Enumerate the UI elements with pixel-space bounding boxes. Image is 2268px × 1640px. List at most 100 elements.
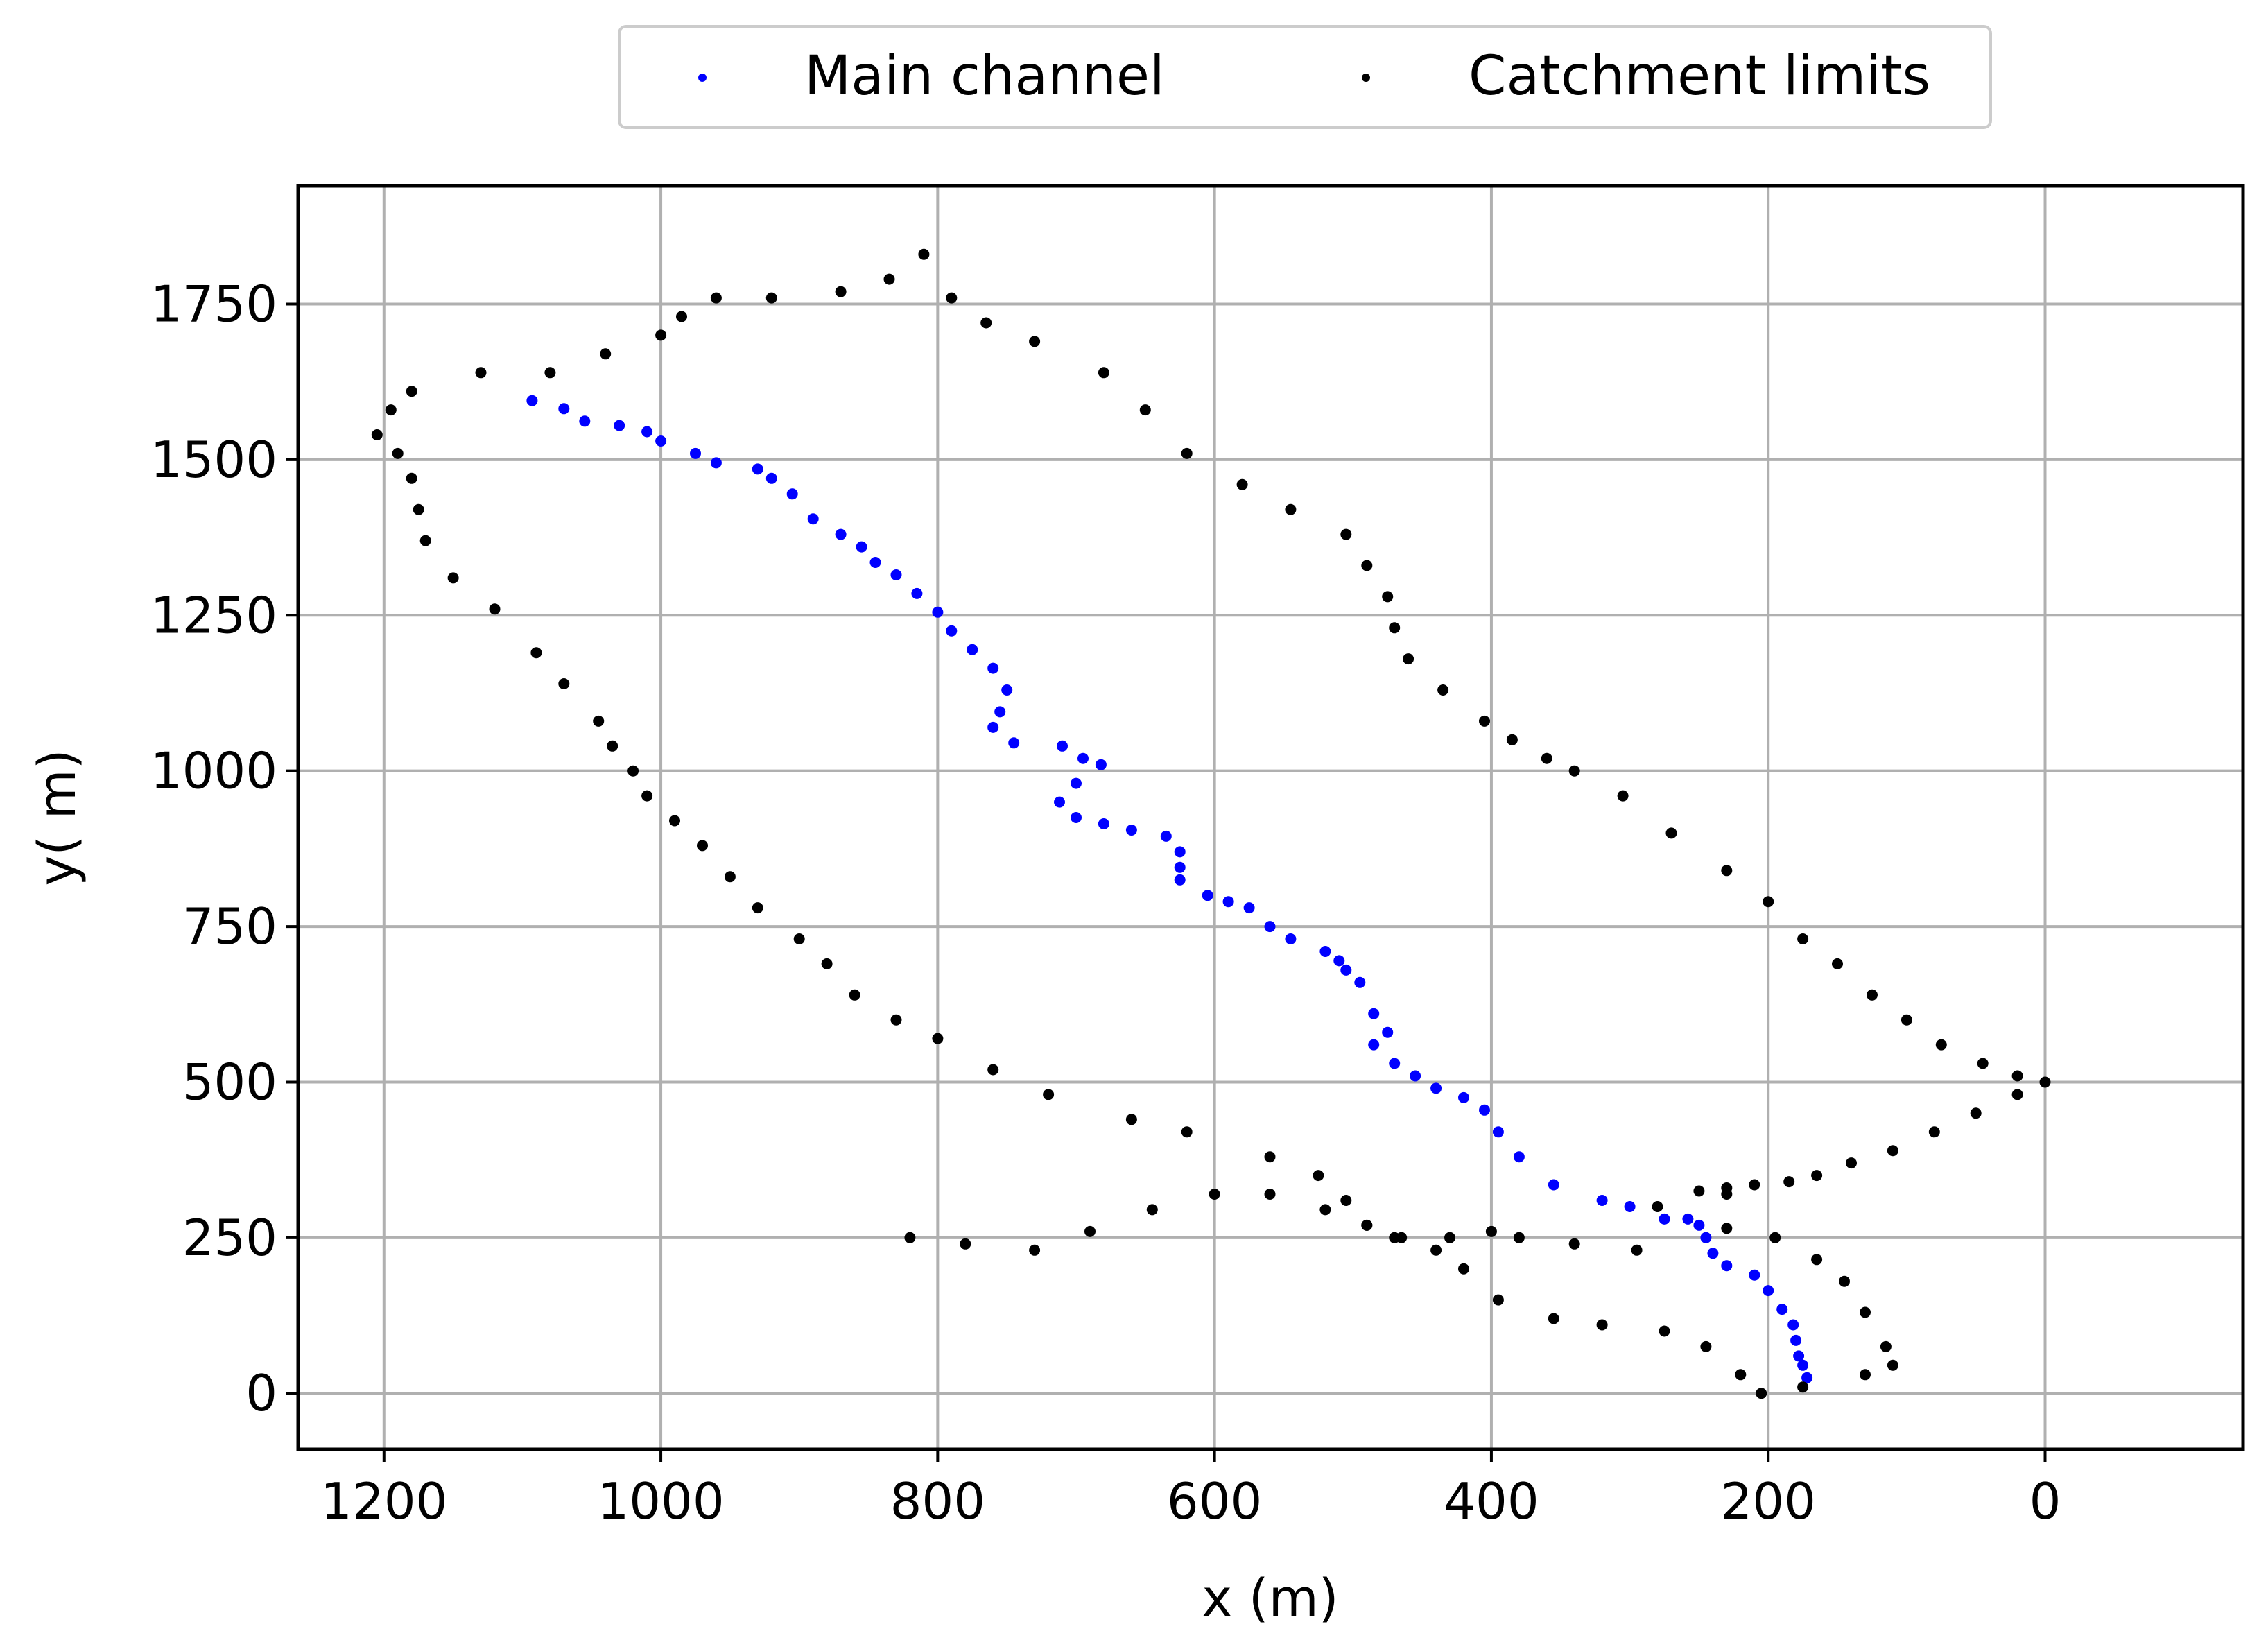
data-point [1596, 1195, 1608, 1206]
data-point [1354, 976, 1366, 988]
data-point [890, 569, 902, 580]
data-point [946, 625, 958, 637]
data-point [1887, 1359, 1898, 1371]
data-point [1160, 830, 1172, 842]
x-tick-label: 800 [890, 1472, 985, 1530]
data-point [1901, 1014, 1912, 1026]
data-point [1721, 865, 1733, 877]
data-point [1382, 591, 1394, 603]
plot-frame [296, 184, 2245, 1451]
data-point [1361, 1219, 1373, 1231]
data-point [1659, 1213, 1670, 1225]
data-point [600, 348, 612, 360]
data-point [1682, 1213, 1694, 1225]
data-point [1430, 1244, 1442, 1256]
data-point [385, 404, 397, 416]
data-point [1631, 1244, 1643, 1256]
data-point [1382, 1026, 1394, 1038]
data-point [752, 902, 763, 914]
data-point [1340, 528, 1352, 540]
data-point [710, 457, 722, 469]
data-point [1319, 946, 1331, 957]
data-point [1624, 1201, 1636, 1212]
data-point [1437, 684, 1449, 696]
data-point [1084, 1225, 1096, 1237]
data-point [627, 765, 639, 777]
data-point [1735, 1369, 1747, 1381]
legend-label-catchment-limits: Catchment limits [1469, 45, 1930, 107]
x-tick-label: 1000 [597, 1472, 724, 1530]
data-point [593, 715, 605, 727]
data-point [987, 662, 999, 674]
data-point [1333, 955, 1345, 967]
data-point [544, 367, 556, 379]
data-point [1693, 1185, 1705, 1197]
data-point [960, 1238, 971, 1250]
data-point [1797, 1381, 1809, 1393]
data-point [1403, 653, 1414, 665]
data-point [1396, 1232, 1408, 1243]
data-point [1146, 1204, 1158, 1216]
data-point [1977, 1058, 1989, 1069]
data-point [1617, 790, 1629, 802]
data-point [1139, 404, 1151, 416]
legend-marker-catchment-limits [1362, 74, 1370, 82]
data-point [1568, 1238, 1580, 1250]
data-point [1867, 989, 1878, 1001]
data-point [558, 403, 570, 415]
data-point [932, 1033, 944, 1044]
data-point [1811, 1170, 1823, 1182]
data-point [1596, 1319, 1608, 1331]
data-point [724, 871, 736, 883]
data-point [1721, 1223, 1733, 1234]
data-point [1071, 812, 1082, 823]
data-point [1721, 1260, 1733, 1272]
data-point [1860, 1369, 1871, 1381]
data-point [1811, 1254, 1823, 1266]
data-point [371, 429, 383, 440]
data-point [1430, 1082, 1442, 1094]
data-point [1264, 1189, 1276, 1200]
data-point [911, 587, 923, 599]
data-point [1125, 1114, 1137, 1125]
data-point [579, 415, 591, 427]
data-point [1319, 1204, 1331, 1216]
data-point [807, 513, 819, 525]
data-point [1506, 734, 1518, 745]
data-point [786, 488, 798, 500]
data-point [607, 740, 618, 752]
data-point [1693, 1219, 1705, 1231]
data-point [1098, 818, 1109, 829]
data-point [1264, 921, 1276, 933]
data-point [1700, 1340, 1712, 1352]
data-point [1043, 1089, 1055, 1100]
legend: Main channel Catchment limits [618, 25, 1992, 129]
data-point [1793, 1350, 1805, 1362]
data-point [1769, 1232, 1781, 1243]
data-point [765, 472, 777, 484]
data-point [1797, 1359, 1809, 1371]
data-point [1783, 1176, 1795, 1188]
data-point [752, 463, 763, 475]
data-point [1763, 1285, 1774, 1297]
ticks-layer: 1200 1000 800 600 400 200 0 0 250 500 750 1000 1250 1… [150, 275, 2061, 1530]
data-point [1707, 1248, 1719, 1259]
data-point [918, 248, 930, 260]
data-point [1763, 896, 1774, 908]
data-point [1749, 1179, 1760, 1191]
data-point [1313, 1170, 1324, 1182]
data-point [1181, 1126, 1193, 1138]
data-point [1846, 1157, 1857, 1169]
data-point [1340, 1195, 1352, 1206]
data-point [447, 572, 459, 584]
data-point [1776, 1304, 1788, 1315]
data-point [1880, 1340, 1892, 1352]
data-point [1801, 1372, 1813, 1383]
data-point [1659, 1325, 1670, 1337]
data-point [1749, 1269, 1760, 1281]
data-point [406, 472, 417, 484]
data-point [890, 1014, 902, 1026]
data-point [614, 420, 625, 431]
data-point [1652, 1201, 1663, 1212]
